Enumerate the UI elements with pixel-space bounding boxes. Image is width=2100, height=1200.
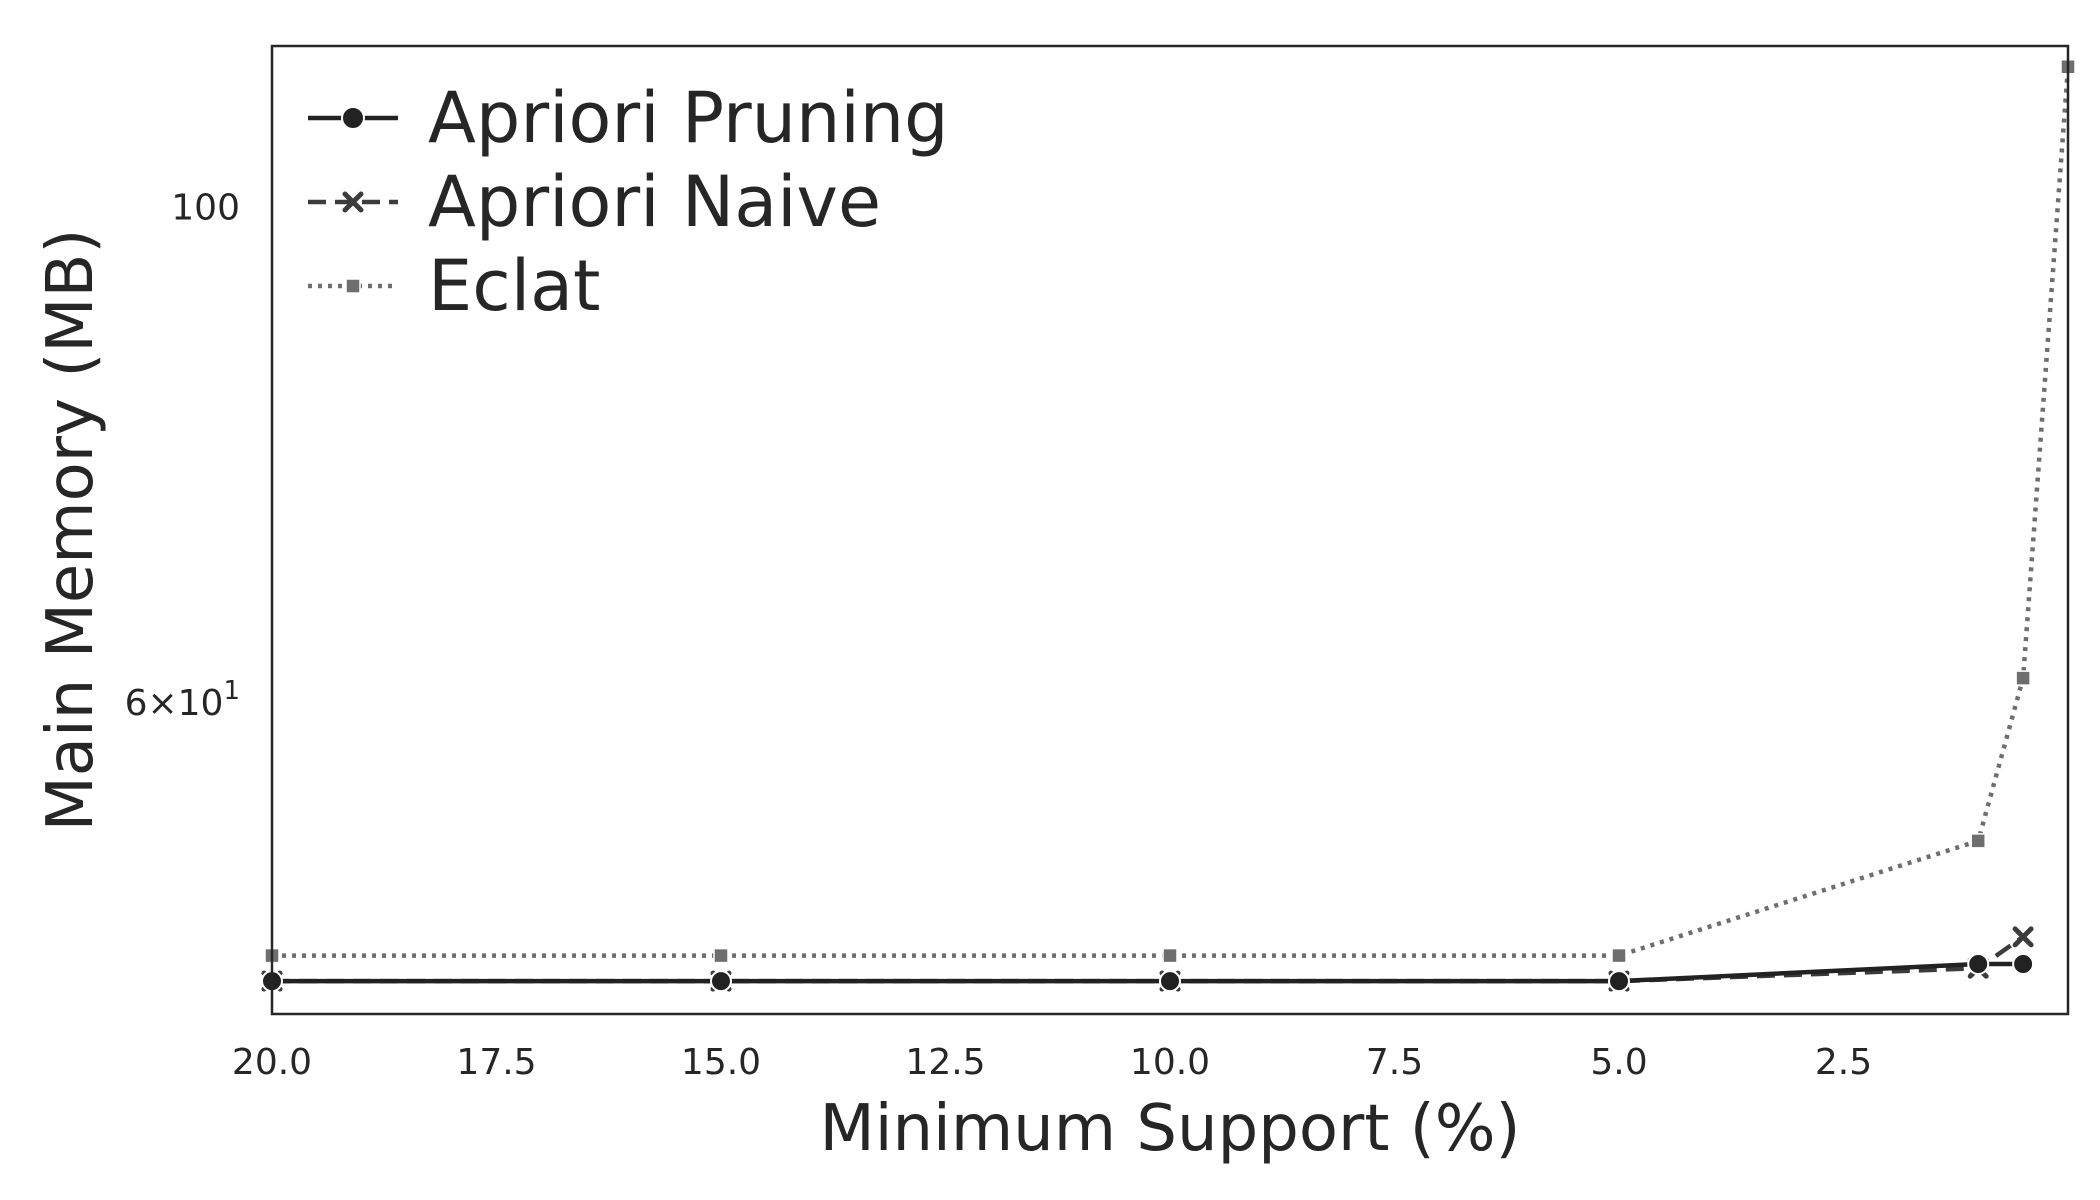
plot-frame [270, 44, 2070, 1016]
data-point [2015, 670, 2031, 686]
legend-item: Apriori Naive [308, 161, 881, 243]
legend-item: Apriori Pruning [308, 77, 949, 159]
legend-label: Apriori Pruning [428, 77, 949, 159]
data-point [710, 970, 732, 993]
data-point [2012, 926, 2034, 948]
y-tick-label: 6×101 [125, 676, 240, 724]
data-point [1608, 970, 1630, 993]
x-tick-label: 10.0 [1130, 1042, 1210, 1083]
series-eclat [264, 59, 2076, 964]
data-point [1611, 947, 1627, 964]
legend-marker [341, 106, 365, 130]
data-point [713, 947, 729, 964]
y-tick-mantissa: 100 [171, 188, 240, 229]
y-axis-title: Main Memory (MB) [34, 229, 108, 832]
y-tick-label: 100 [171, 188, 240, 229]
x-tick-label: 15.0 [681, 1042, 761, 1083]
data-point [1967, 953, 1990, 976]
series-layer [261, 59, 2076, 993]
legend-marker [345, 278, 361, 294]
x-tick-label: 20.0 [232, 1042, 312, 1083]
x-tick-label: 17.5 [456, 1042, 536, 1083]
series-line [272, 961, 2024, 984]
data-point [1159, 970, 1181, 993]
x-tick-label: 2.5 [1815, 1042, 1872, 1083]
data-point [1970, 833, 1986, 849]
x-tick-label: 7.5 [1366, 1042, 1423, 1083]
data-point [2012, 953, 2035, 976]
y-tick-exponent: 1 [223, 676, 240, 706]
legend-label: Apriori Naive [428, 161, 881, 243]
data-point [1162, 947, 1178, 964]
x-tick-label: 5.0 [1590, 1042, 1647, 1083]
x-tick-label: 12.5 [905, 1042, 985, 1083]
x-axis-ticks: 20.0 17.5 15.0 12.5 10.0 7.5 5.0 2.5 [232, 1042, 1872, 1083]
series-apriori-pruning [261, 953, 2035, 993]
x-axis-title: Minimum Support (%) [819, 1092, 1520, 1166]
y-axis-ticks: 100 6×101 [125, 188, 240, 725]
y-tick-mantissa: 6×10 [125, 683, 224, 724]
legend-item: Eclat [308, 245, 601, 327]
legend-label: Eclat [428, 245, 601, 327]
legend-marker [342, 191, 364, 213]
